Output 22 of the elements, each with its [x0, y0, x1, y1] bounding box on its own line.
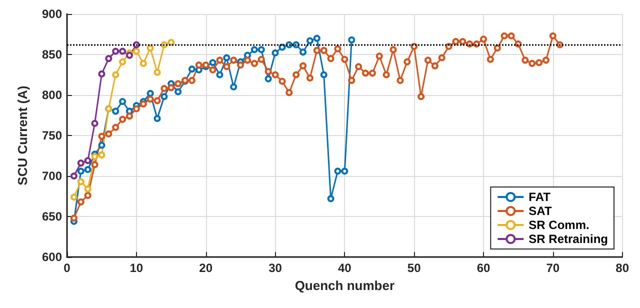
x-tick-label: 60: [476, 261, 490, 275]
y-tick-label: 600: [42, 250, 62, 264]
x-tick-label: 20: [199, 261, 213, 275]
legend-label: SAT: [528, 204, 552, 218]
x-tick-label: 30: [268, 261, 282, 275]
y-tick-label: 900: [42, 7, 62, 21]
y-tick-label: 800: [42, 88, 62, 102]
x-tick-label: 70: [546, 261, 560, 275]
legend-label: FAT: [528, 190, 552, 204]
x-tick-label: 50: [407, 261, 422, 275]
legend-label: SR Retraining: [528, 232, 608, 246]
legend-label: SR Comm.: [528, 218, 590, 232]
y-tick-label: 750: [42, 128, 62, 142]
x-axis-title: Quench number: [294, 278, 395, 293]
x-tick-label: 10: [130, 261, 144, 275]
x-tick-label: 40: [338, 261, 352, 275]
y-tick-label: 700: [42, 169, 62, 183]
x-tick-label: 80: [616, 261, 630, 275]
x-tick-label: 0: [64, 261, 71, 275]
y-axis-title: SCU Current (A): [15, 86, 30, 186]
y-tick-label: 850: [42, 48, 62, 62]
y-tick-label: 650: [42, 210, 62, 224]
